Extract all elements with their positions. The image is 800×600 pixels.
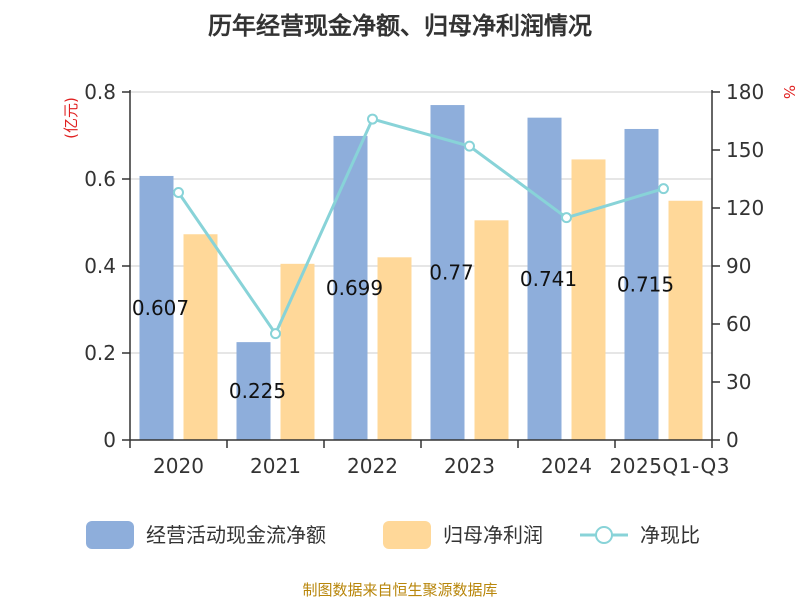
legend-label-ratio: 净现比	[640, 523, 700, 547]
axes	[122, 90, 720, 448]
bar-cash-flow	[624, 128, 659, 440]
bar-net-profit	[571, 159, 606, 441]
x-tick-label: 2023	[444, 454, 495, 478]
y-tick-label: 0.4	[84, 254, 116, 278]
grid-lines	[130, 91, 712, 354]
legend-label-net-profit: 归母净利润	[443, 523, 543, 547]
bar-net-profit	[280, 263, 315, 440]
y2-tick-label: 150	[726, 138, 764, 162]
source-note: 制图数据来自恒生聚源数据库	[302, 581, 497, 599]
legend-swatch-net-profit	[383, 521, 431, 549]
line-point	[658, 183, 669, 195]
bar-cash-flow	[139, 175, 174, 440]
y2-tick-label: 30	[726, 370, 751, 394]
data-label: 0.715	[617, 272, 674, 296]
y2-tick-label: 60	[726, 312, 751, 336]
y2-tick-label: 90	[726, 254, 751, 278]
x-tick-label: 2022	[347, 454, 398, 478]
data-label: 0.225	[229, 379, 286, 403]
y-tick-label: 0.6	[84, 167, 116, 191]
data-label: 0.741	[520, 267, 577, 291]
bar-cash-flow	[527, 117, 562, 440]
line-ratio	[177, 117, 664, 337]
legend-marker-ratio	[595, 526, 613, 544]
left-axis-unit: (亿元)	[62, 97, 80, 139]
bar-net-profit	[668, 200, 703, 440]
y-tick-label: 0	[103, 428, 116, 452]
x-tick-label: 2021	[250, 454, 301, 478]
bar-cash-flow	[333, 135, 368, 440]
data-label: 0.77	[429, 261, 474, 285]
data-label: 0.607	[132, 296, 189, 320]
bar-net-profit	[183, 234, 218, 440]
y2-tick-label: 120	[726, 196, 764, 220]
x-tick-label: 2025Q1-Q3	[610, 454, 730, 478]
x-tick-label: 2020	[153, 454, 204, 478]
line-point	[270, 328, 281, 340]
y-tick-label: 0.2	[84, 341, 116, 365]
tick-labels: 0 0.2 0.4 0.6 0.8 0 30 60 90 120 150 180 2020 2021 202…	[84, 80, 764, 478]
line-point	[367, 113, 378, 125]
bar-net-profit	[377, 257, 412, 440]
bar-cash-flow	[236, 342, 271, 440]
legend: 经营活动现金流净额 归母净利润 净现比	[86, 521, 700, 549]
chart-title: 历年经营现金净额、归母净利润情况	[208, 12, 592, 40]
line-point	[173, 187, 184, 199]
legend-swatch-cash-flow	[86, 521, 134, 549]
data-label: 0.699	[326, 276, 383, 300]
x-tick-label: 2024	[541, 454, 592, 478]
data-labels: 0.607 0.225 0.699 0.77 0.741 0.715	[132, 261, 674, 404]
right-axis-unit: %	[780, 85, 798, 99]
y-tick-label: 0.8	[84, 80, 116, 104]
line-series	[173, 113, 669, 340]
bar-net-profit	[474, 220, 509, 440]
line-point	[561, 212, 572, 224]
y2-tick-label: 180	[726, 80, 764, 104]
line-point	[464, 140, 475, 152]
y2-tick-label: 0	[726, 428, 739, 452]
bar-series	[139, 105, 703, 441]
bar-cash-flow	[430, 105, 465, 441]
legend-label-cash-flow: 经营活动现金流净额	[146, 523, 326, 547]
